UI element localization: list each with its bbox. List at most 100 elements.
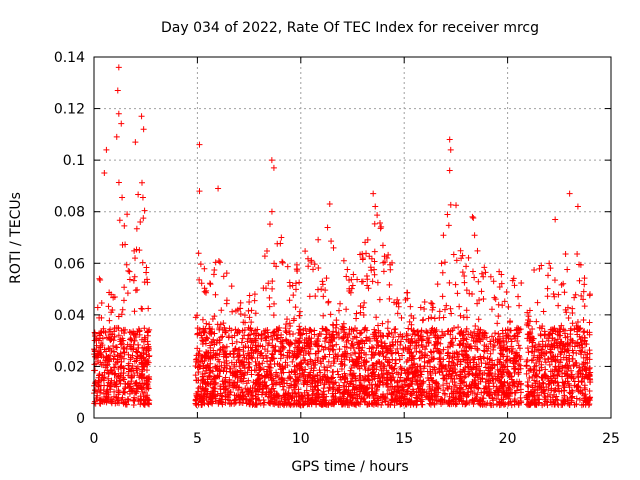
data-point xyxy=(285,396,292,403)
data-point xyxy=(421,299,428,306)
data-point xyxy=(131,394,138,401)
data-point xyxy=(269,278,276,285)
data-point xyxy=(340,393,347,400)
data-point xyxy=(132,255,139,262)
data-point xyxy=(96,372,103,379)
data-point xyxy=(329,343,336,350)
data-point xyxy=(452,382,459,389)
data-point xyxy=(463,287,470,294)
data-point xyxy=(389,350,396,357)
data-point xyxy=(362,239,369,246)
data-point xyxy=(365,365,372,372)
data-point xyxy=(322,335,329,342)
data-point xyxy=(393,369,400,376)
data-point xyxy=(93,395,100,402)
data-point xyxy=(136,355,143,362)
data-point xyxy=(354,386,361,393)
data-point xyxy=(233,359,240,366)
data-point xyxy=(126,366,133,373)
data-point xyxy=(317,400,324,407)
data-point xyxy=(265,280,272,287)
data-point xyxy=(441,259,448,266)
data-point xyxy=(142,389,149,396)
data-point xyxy=(511,282,518,289)
data-point xyxy=(409,353,416,360)
data-point xyxy=(498,280,505,287)
data-point xyxy=(241,327,248,334)
data-point xyxy=(428,314,435,321)
data-point xyxy=(121,365,128,372)
data-point xyxy=(226,365,233,372)
data-point xyxy=(286,297,293,304)
data-point xyxy=(582,354,589,361)
data-point xyxy=(524,345,531,352)
data-point xyxy=(257,400,264,407)
data-point xyxy=(460,356,467,363)
data-point xyxy=(305,361,312,368)
data-point xyxy=(127,335,134,342)
data-point xyxy=(464,314,471,321)
data-point xyxy=(361,363,368,370)
data-point xyxy=(434,281,441,288)
data-point xyxy=(474,347,481,354)
data-point xyxy=(445,373,452,380)
data-point xyxy=(449,342,456,349)
data-point xyxy=(251,291,258,298)
data-point xyxy=(484,370,491,377)
data-point xyxy=(511,365,518,372)
data-point xyxy=(101,170,108,177)
data-point xyxy=(253,395,260,402)
data-point xyxy=(196,395,203,402)
data-point xyxy=(263,335,270,342)
data-point xyxy=(218,392,225,399)
data-point xyxy=(94,304,101,311)
data-point xyxy=(471,232,478,239)
data-point xyxy=(470,364,477,371)
data-point xyxy=(371,271,378,278)
data-point xyxy=(446,279,453,286)
data-point xyxy=(418,368,425,375)
data-point xyxy=(333,341,340,348)
data-point xyxy=(544,374,551,381)
data-point xyxy=(236,352,243,359)
data-point xyxy=(255,371,262,378)
data-point xyxy=(321,338,328,345)
data-point xyxy=(496,284,503,291)
data-point xyxy=(133,390,140,397)
data-point xyxy=(252,335,259,342)
data-point xyxy=(299,344,306,351)
data-point xyxy=(271,360,278,367)
data-point xyxy=(411,327,418,334)
data-point xyxy=(421,305,428,312)
data-point xyxy=(511,383,518,390)
data-point xyxy=(290,382,297,389)
data-point xyxy=(430,356,437,363)
data-point xyxy=(418,398,425,405)
data-point xyxy=(552,216,559,223)
data-point xyxy=(446,368,453,375)
data-point xyxy=(264,358,271,365)
data-point xyxy=(92,387,99,394)
data-point xyxy=(397,384,404,391)
data-point xyxy=(352,377,359,384)
data-point xyxy=(481,355,488,362)
data-point xyxy=(372,203,379,210)
data-point xyxy=(397,342,404,349)
data-point xyxy=(308,377,315,384)
data-point xyxy=(576,396,583,403)
data-point xyxy=(541,371,548,378)
data-point xyxy=(431,315,438,322)
data-point xyxy=(569,305,576,312)
data-point xyxy=(583,341,590,348)
data-point xyxy=(577,261,584,268)
data-point xyxy=(395,333,402,340)
data-point xyxy=(491,294,498,301)
data-point xyxy=(391,389,398,396)
data-point xyxy=(353,339,360,346)
data-point xyxy=(258,391,265,398)
data-point xyxy=(144,361,151,368)
data-point xyxy=(539,338,546,345)
data-point xyxy=(551,293,558,300)
data-point xyxy=(314,372,321,379)
data-point xyxy=(333,321,340,328)
